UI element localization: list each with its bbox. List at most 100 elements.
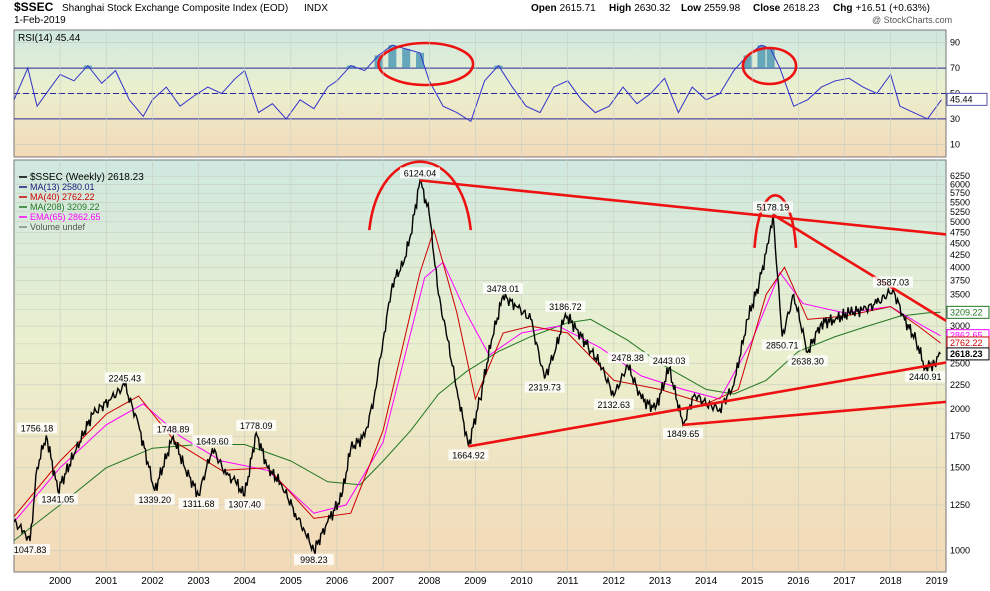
price-value-box: [946, 347, 990, 361]
top-arc-2007: [367, 160, 473, 231]
rsi-overbought-fill: [346, 65, 355, 69]
x-tick-label: 2006: [326, 576, 349, 587]
x-tick-label: 2003: [187, 576, 210, 587]
price-tick-label: 1250: [950, 500, 970, 510]
x-tick-label: 2014: [695, 576, 718, 587]
rsi-highlight-ellipse: [377, 41, 475, 87]
price-label: 2440.91: [909, 372, 942, 382]
price-label: 2478.38: [611, 353, 644, 363]
x-tick-label: 2005: [280, 576, 303, 587]
price-label-bg: [649, 355, 690, 367]
price-label: 2638.30: [791, 356, 824, 366]
price-label-bg: [10, 543, 51, 555]
price-tick-label: 1500: [950, 463, 970, 473]
price-label: 2132.63: [598, 400, 631, 410]
x-tick-label: 2000: [49, 576, 72, 587]
rsi-overbought-fill: [757, 45, 766, 69]
price-tick-label: 6250: [950, 171, 970, 181]
x-tick-label: 2013: [649, 576, 672, 587]
price-label-bg: [663, 427, 704, 439]
x-tick-label: 2009: [464, 576, 487, 587]
price-tick-label: 4000: [950, 262, 970, 272]
price-label-bg: [448, 449, 489, 461]
price-value-label: 2618.23: [950, 349, 983, 359]
x-axis: 2000 2001 2002 2003 2004 2005 2006 2007 2008 2009…: [49, 576, 948, 587]
price-label: 3478.01: [487, 284, 520, 294]
rsi-overbought-fill: [494, 65, 503, 69]
rsi-grid: [14, 42, 946, 145]
price-label-bg: [224, 498, 265, 510]
price-label-bg: [524, 381, 565, 393]
price-label-bg: [872, 276, 913, 288]
legend-entry: EMA(65) 2862.65: [30, 212, 101, 222]
rsi-overbought-fill: [766, 49, 775, 69]
price-label-bg: [153, 423, 194, 435]
rsi-overbought-fill: [388, 45, 397, 69]
price-tick-label: 2000: [950, 404, 970, 414]
x-tick-label: 2018: [880, 576, 903, 587]
x-tick-label: 2010: [510, 576, 533, 587]
price-label: 1664.92: [452, 450, 485, 460]
rsi-last-value-box: [946, 92, 988, 106]
x-tick-label: 2008: [418, 576, 441, 587]
legend-entry: MA(40) 2762.22: [30, 192, 95, 202]
price-label: 2850.71: [766, 341, 799, 351]
legend-entry: MA(13) 2580.01: [30, 182, 95, 192]
ma-40-line: [14, 228, 941, 519]
rsi-tick-label: 90: [950, 38, 960, 48]
price-grid: [14, 30, 946, 572]
price-label: 5178.19: [757, 203, 790, 213]
rsi-tick-label: 70: [950, 63, 960, 73]
price-label: 6124.04: [404, 168, 437, 178]
x-tick-label: 2002: [141, 576, 164, 587]
price-label: 1756.18: [21, 423, 54, 433]
index-name: Shanghai Stock Exchange Composite Index …: [62, 3, 288, 14]
trendline: [682, 400, 947, 427]
price-label-bg: [593, 398, 634, 410]
price-tick-label: 5750: [950, 188, 970, 198]
price-label: 1849.65: [667, 429, 700, 439]
price-label: 1778.09: [240, 421, 273, 431]
price-tick-label: 2500: [950, 358, 970, 368]
price-tick-label: 6000: [950, 180, 970, 190]
x-tick-label: 2004: [234, 576, 257, 587]
price-label: 1311.68: [183, 499, 215, 509]
price-label: 1649.60: [196, 436, 229, 446]
price-tick-label: 1750: [950, 431, 970, 441]
price-label: 1748.89: [157, 424, 190, 434]
price-panel: 1047.83 1756.18 1341.05 2245.43 1748.89 1339.…: [10, 30, 990, 587]
price-tick-label: 3000: [950, 321, 970, 331]
price-label-bg: [236, 419, 277, 431]
x-tick-label: 2016: [787, 576, 810, 587]
price-label: 2319.73: [528, 383, 561, 393]
x-tick-label: 2007: [372, 576, 395, 587]
price-label-bg: [607, 352, 648, 364]
rsi-overbought-fill: [416, 52, 425, 69]
price-label: 1307.40: [228, 500, 261, 510]
price-tick-label: 1000: [950, 545, 970, 555]
price-tick-label: 4500: [950, 238, 970, 248]
price-label: 2245.43: [108, 373, 141, 383]
price-value-label: 2862.65: [950, 331, 983, 341]
rsi-overbought-fill: [83, 65, 92, 69]
price-value-label: 3209.22: [950, 307, 983, 317]
price-tick-label: 5250: [950, 207, 970, 217]
price-label: 3186.72: [549, 302, 582, 312]
price-tick-label: 4250: [950, 250, 970, 260]
trendline: [419, 179, 947, 236]
trendline: [772, 213, 947, 322]
x-tick-label: 2011: [557, 576, 579, 587]
price-label: 1341.05: [42, 495, 75, 505]
price-label-bg: [787, 355, 828, 367]
x-tick-label: 2019: [926, 576, 949, 587]
rsi-overbought-fill: [402, 49, 411, 69]
price-label-bg: [545, 300, 586, 312]
price-label-bg: [400, 167, 441, 179]
price-tick-label: 4750: [950, 227, 970, 237]
x-tick-label: 2015: [741, 576, 764, 587]
trendline: [468, 361, 947, 448]
rsi-axis: 103050709045.44: [946, 38, 988, 149]
price-label-bg: [762, 339, 803, 351]
